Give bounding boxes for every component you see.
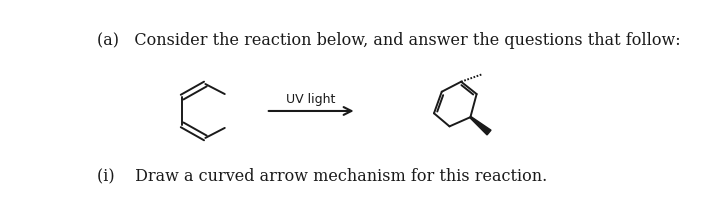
Text: UV light: UV light: [287, 93, 336, 106]
Text: (a)   Consider the reaction below, and answer the questions that follow:: (a) Consider the reaction below, and ans…: [97, 32, 680, 49]
Polygon shape: [470, 117, 491, 135]
Text: (i)    Draw a curved arrow mechanism for this reaction.: (i) Draw a curved arrow mechanism for th…: [97, 167, 547, 184]
